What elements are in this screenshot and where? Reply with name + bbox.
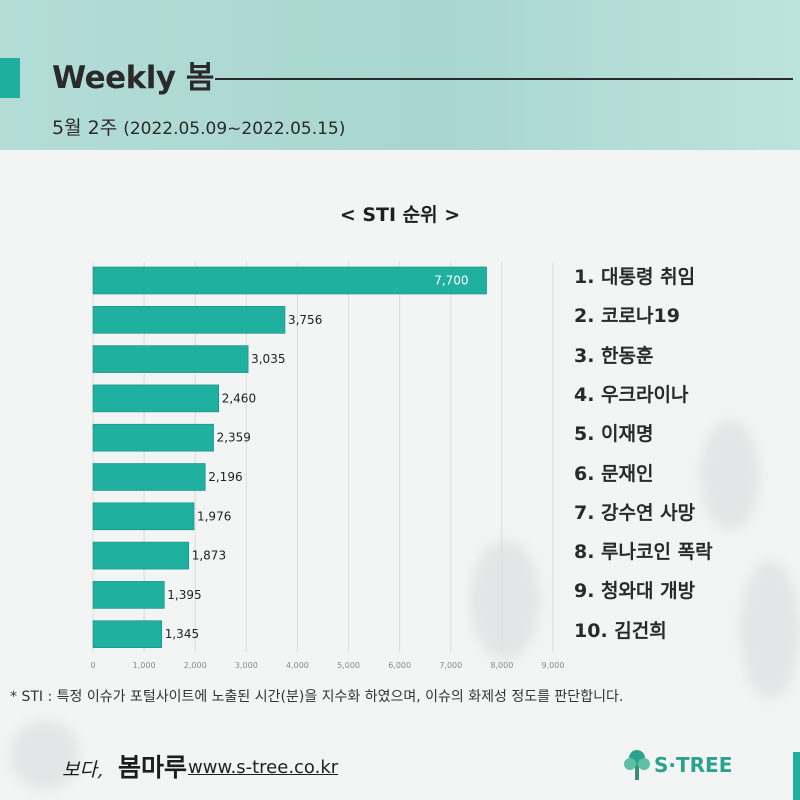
bar: [92, 541, 190, 570]
background-figure: [470, 540, 540, 660]
bar-value-label: 1,873: [192, 549, 226, 563]
week-range: (2022.05.09~2022.05.15): [123, 119, 346, 139]
brand-small: 보다,: [62, 759, 103, 781]
tree-icon: [624, 750, 650, 780]
x-tick-label: 5,000: [337, 661, 360, 670]
bar-value-label: 3,035: [251, 352, 285, 366]
bar: [92, 345, 249, 373]
bar: [92, 423, 214, 452]
background-figure: [740, 560, 800, 700]
footnote: * STI : 특정 이슈가 포털사이트에 노출된 시간(분)을 지수화 하였으…: [10, 689, 624, 705]
title-divider: [215, 78, 793, 80]
bar-value-label: 3,756: [288, 313, 322, 327]
x-tick-label: 6,000: [388, 661, 411, 670]
x-tick-label: 8,000: [490, 661, 513, 670]
bar: [92, 620, 163, 649]
corner-accent: [793, 752, 800, 800]
background-figure: [700, 420, 760, 530]
bar: [92, 502, 195, 531]
ranking-item: 3. 한동훈: [574, 344, 654, 367]
x-tick-label: 3,000: [235, 661, 258, 670]
page-title: Weekly 봄: [52, 60, 214, 96]
bar-value-label: 1,345: [165, 627, 199, 641]
week-label: 5월 2주 (2022.05.09~2022.05.15): [52, 113, 345, 140]
x-tick-label: 4,000: [286, 661, 309, 670]
logo-text: S·TREE: [654, 753, 733, 777]
bar-value-label: 2,359: [217, 431, 251, 445]
ranking-item: 5. 이재명: [574, 423, 654, 446]
header-banner: [0, 0, 800, 150]
ranking-item: 1. 대통령 취임: [574, 266, 696, 288]
bar-value-label: 1,976: [197, 509, 231, 523]
bar-value-label: 2,196: [208, 470, 242, 484]
brand-script: 봄마루: [118, 753, 188, 782]
x-tick-label: 7,000: [439, 661, 462, 670]
background-figure: [10, 720, 80, 790]
bar: [92, 581, 165, 609]
bar: [92, 463, 206, 491]
bar-value-label: 2,460: [222, 391, 256, 405]
x-tick-label: 2,000: [184, 661, 207, 670]
x-tick-label: 0: [90, 661, 95, 670]
ranking-item: 9. 청와대 개방: [574, 580, 696, 603]
ranking-item: 10. 김건희: [574, 619, 667, 642]
x-tick-label: 1,000: [133, 661, 156, 670]
bar: [92, 384, 220, 413]
accent-bar: [0, 58, 20, 98]
week-number: 5월 2주: [52, 117, 118, 139]
stree-logo: S·TREE: [622, 748, 742, 784]
ranking-item: 7. 강수연 사망: [574, 501, 696, 524]
bar-value-label: 1,395: [167, 588, 201, 602]
website-link[interactable]: www.s-tree.co.kr: [188, 757, 339, 778]
chart-title: < STI 순위 >: [339, 204, 461, 226]
ranking-item: 4. 우크라이나: [574, 383, 689, 406]
ranking-item: 8. 루나코인 폭락: [574, 541, 713, 564]
ranking-item: 2. 코로나19: [574, 305, 680, 328]
bar: [92, 305, 286, 334]
x-tick-label: 9,000: [542, 661, 565, 670]
ranking-item: 6. 문재인: [574, 462, 654, 485]
bar: [92, 266, 487, 295]
bar-value-label: 7,700: [434, 274, 468, 288]
